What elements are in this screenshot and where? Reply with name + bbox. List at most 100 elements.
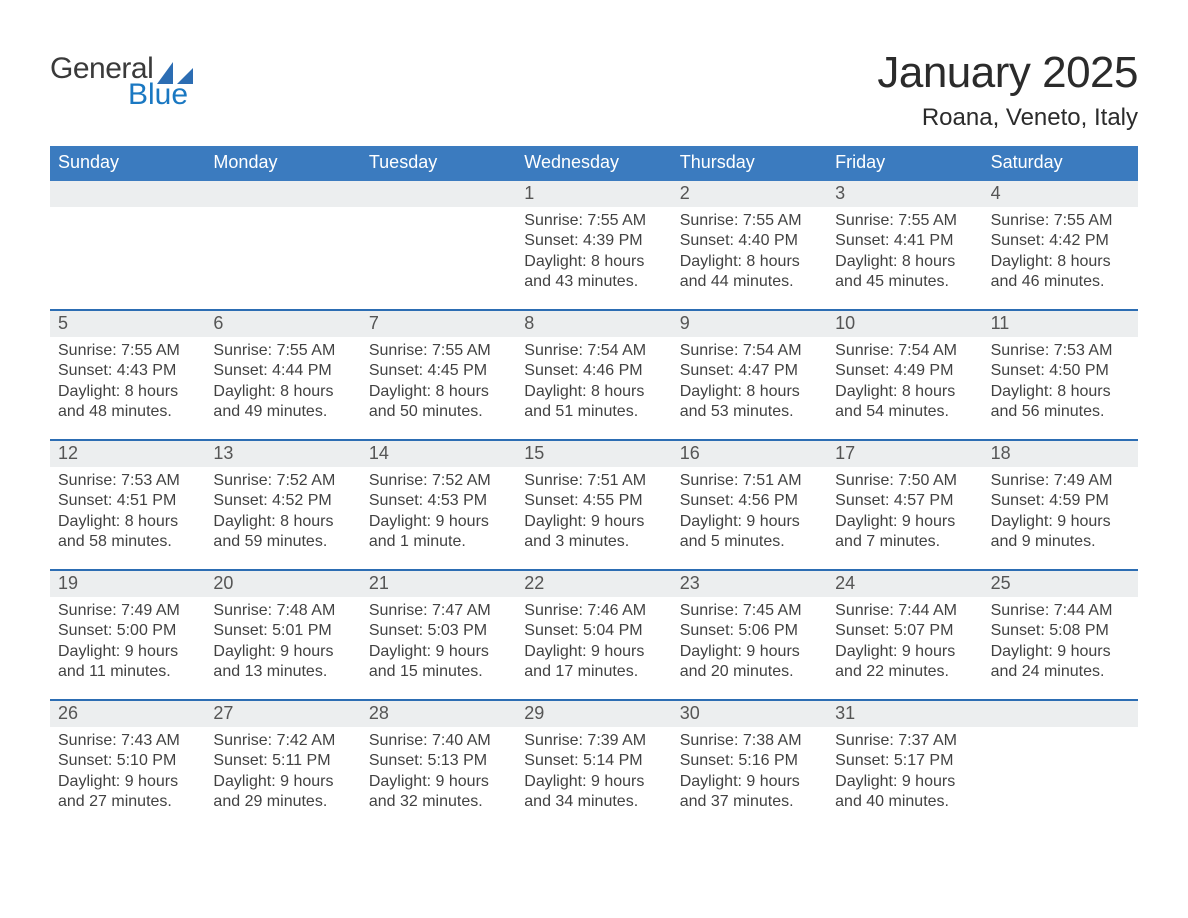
day-cell [50,181,205,309]
week-row: 12Sunrise: 7:53 AM Sunset: 4:51 PM Dayli… [50,439,1138,569]
day-cell: 9 Sunrise: 7:54 AM Sunset: 4:47 PM Daylig… [672,311,827,439]
day-details: Sunrise: 7:44 AM Sunset: 5:07 PM Dayligh… [835,601,974,683]
day-number: 2 [672,181,827,207]
day-cell: 16 Sunrise: 7:51 AM Sunset: 4:56 PM Dayli… [672,441,827,569]
day-number: 23 [672,571,827,597]
day-cell [361,181,516,309]
day-details: Sunrise: 7:51 AM Sunset: 4:55 PM Dayligh… [524,471,663,553]
day-cell: 13Sunrise: 7:52 AM Sunset: 4:52 PM Dayli… [205,441,360,569]
day-details: Sunrise: 7:55 AM Sunset: 4:44 PM Dayligh… [213,341,352,423]
day-cell: 30Sunrise: 7:38 AM Sunset: 5:16 PM Dayli… [672,701,827,829]
page-title: January 2025 [877,48,1138,98]
day-number: 20 [205,571,360,597]
day-cell: 28 Sunrise: 7:40 AM Sunset: 5:13 PM Dayli… [361,701,516,829]
day-cell [205,181,360,309]
location-subtitle: Roana, Veneto, Italy [877,104,1138,132]
day-cell: 7 Sunrise: 7:55 AM Sunset: 4:45 PM Daylig… [361,311,516,439]
day-cell: 15Sunrise: 7:51 AM Sunset: 4:55 PM Dayli… [516,441,671,569]
day-details: Sunrise: 7:54 AM Sunset: 4:47 PM Dayligh… [680,341,819,423]
day-number: 31 [827,701,982,727]
day-number: 12 [50,441,205,467]
day-number: 19 [50,571,205,597]
day-cell: 31Sunrise: 7:37 AM Sunset: 5:17 PM Dayli… [827,701,982,829]
day-number: 1 [516,181,671,207]
day-details: Sunrise: 7:55 AM Sunset: 4:43 PM Dayligh… [58,341,197,423]
weeks-container: 1 Sunrise: 7:55 AM Sunset: 4:39 PM Daylig… [50,181,1138,829]
day-number: 28 [361,701,516,727]
day-details: Sunrise: 7:50 AM Sunset: 4:57 PM Dayligh… [835,471,974,553]
day-details: Sunrise: 7:49 AM Sunset: 5:00 PM Dayligh… [58,601,197,683]
day-number: 24 [827,571,982,597]
day-details: Sunrise: 7:52 AM Sunset: 4:52 PM Dayligh… [213,471,352,553]
week-row: 5 Sunrise: 7:55 AM Sunset: 4:43 PM Daylig… [50,309,1138,439]
title-block: January 2025 Roana, Veneto, Italy [877,48,1138,132]
day-number: 11 [983,311,1138,337]
day-number: 4 [983,181,1138,207]
day-details: Sunrise: 7:45 AM Sunset: 5:06 PM Dayligh… [680,601,819,683]
day-details: Sunrise: 7:48 AM Sunset: 5:01 PM Dayligh… [213,601,352,683]
day-number: 30 [672,701,827,727]
day-number: 9 [672,311,827,337]
day-number: 6 [205,311,360,337]
day-cell: 24 Sunrise: 7:44 AM Sunset: 5:07 PM Dayli… [827,571,982,699]
day-cell: 22 Sunrise: 7:46 AM Sunset: 5:04 PM Dayli… [516,571,671,699]
day-number [205,181,360,207]
day-cell: 3Sunrise: 7:55 AM Sunset: 4:41 PM Daylig… [827,181,982,309]
day-cell: 10 Sunrise: 7:54 AM Sunset: 4:49 PM Dayli… [827,311,982,439]
day-cell: 1 Sunrise: 7:55 AM Sunset: 4:39 PM Daylig… [516,181,671,309]
day-cell: 11 Sunrise: 7:53 AM Sunset: 4:50 PM Dayli… [983,311,1138,439]
day-details: Sunrise: 7:55 AM Sunset: 4:39 PM Dayligh… [524,211,663,293]
day-cell: 25Sunrise: 7:44 AM Sunset: 5:08 PM Dayli… [983,571,1138,699]
day-details: Sunrise: 7:46 AM Sunset: 5:04 PM Dayligh… [524,601,663,683]
day-number [361,181,516,207]
day-number [50,181,205,207]
weekday-header-cell: Tuesday [361,146,516,181]
day-details: Sunrise: 7:40 AM Sunset: 5:13 PM Dayligh… [369,731,508,813]
weekday-header-row: SundayMondayTuesdayWednesdayThursdayFrid… [50,146,1138,181]
calendar-grid: SundayMondayTuesdayWednesdayThursdayFrid… [50,146,1138,829]
day-details: Sunrise: 7:53 AM Sunset: 4:50 PM Dayligh… [991,341,1130,423]
weekday-header-cell: Monday [205,146,360,181]
day-number: 5 [50,311,205,337]
day-details: Sunrise: 7:44 AM Sunset: 5:08 PM Dayligh… [991,601,1130,683]
day-details: Sunrise: 7:42 AM Sunset: 5:11 PM Dayligh… [213,731,352,813]
day-cell: 21 Sunrise: 7:47 AM Sunset: 5:03 PM Dayli… [361,571,516,699]
day-cell: 18Sunrise: 7:49 AM Sunset: 4:59 PM Dayli… [983,441,1138,569]
day-details: Sunrise: 7:51 AM Sunset: 4:56 PM Dayligh… [680,471,819,553]
day-number: 3 [827,181,982,207]
day-number: 7 [361,311,516,337]
day-details: Sunrise: 7:49 AM Sunset: 4:59 PM Dayligh… [991,471,1130,553]
day-cell: 23 Sunrise: 7:45 AM Sunset: 5:06 PM Dayli… [672,571,827,699]
day-number: 26 [50,701,205,727]
weekday-header-cell: Wednesday [516,146,671,181]
day-number: 29 [516,701,671,727]
week-row: 1 Sunrise: 7:55 AM Sunset: 4:39 PM Daylig… [50,181,1138,309]
day-cell: 2 Sunrise: 7:55 AM Sunset: 4:40 PM Daylig… [672,181,827,309]
weekday-header-cell: Saturday [983,146,1138,181]
day-cell: 19 Sunrise: 7:49 AM Sunset: 5:00 PM Dayli… [50,571,205,699]
day-cell: 4 Sunrise: 7:55 AM Sunset: 4:42 PM Daylig… [983,181,1138,309]
day-details: Sunrise: 7:55 AM Sunset: 4:40 PM Dayligh… [680,211,819,293]
day-cell: 6 Sunrise: 7:55 AM Sunset: 4:44 PM Daylig… [205,311,360,439]
day-cell: 5 Sunrise: 7:55 AM Sunset: 4:43 PM Daylig… [50,311,205,439]
day-details: Sunrise: 7:54 AM Sunset: 4:49 PM Dayligh… [835,341,974,423]
day-number: 27 [205,701,360,727]
day-cell: 8Sunrise: 7:54 AM Sunset: 4:46 PM Daylig… [516,311,671,439]
day-cell: 12Sunrise: 7:53 AM Sunset: 4:51 PM Dayli… [50,441,205,569]
day-cell: 27 Sunrise: 7:42 AM Sunset: 5:11 PM Dayli… [205,701,360,829]
day-details: Sunrise: 7:54 AM Sunset: 4:46 PM Dayligh… [524,341,663,423]
calendar-page: General Blue January 2025 Roana, Veneto,… [0,0,1188,918]
day-cell: 29 Sunrise: 7:39 AM Sunset: 5:14 PM Dayli… [516,701,671,829]
weekday-header-cell: Thursday [672,146,827,181]
day-cell: 14Sunrise: 7:52 AM Sunset: 4:53 PM Dayli… [361,441,516,569]
day-number: 10 [827,311,982,337]
day-details: Sunrise: 7:55 AM Sunset: 4:42 PM Dayligh… [991,211,1130,293]
day-number: 21 [361,571,516,597]
day-number: 16 [672,441,827,467]
day-details: Sunrise: 7:47 AM Sunset: 5:03 PM Dayligh… [369,601,508,683]
day-details: Sunrise: 7:39 AM Sunset: 5:14 PM Dayligh… [524,731,663,813]
day-number: 14 [361,441,516,467]
day-number: 22 [516,571,671,597]
day-details: Sunrise: 7:55 AM Sunset: 4:45 PM Dayligh… [369,341,508,423]
day-cell: 26Sunrise: 7:43 AM Sunset: 5:10 PM Dayli… [50,701,205,829]
